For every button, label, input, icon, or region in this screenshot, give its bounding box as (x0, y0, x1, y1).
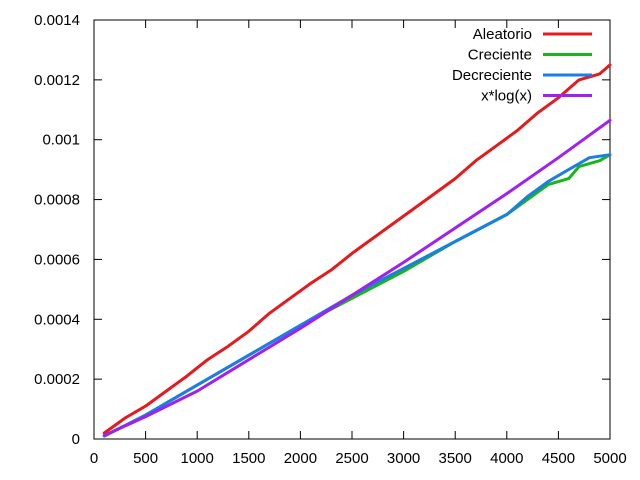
x-tick-label: 2500 (335, 450, 368, 467)
y-tick-label: 0.0002 (34, 371, 80, 388)
x-tick-label: 1500 (232, 450, 265, 467)
series-lines (102, 63, 612, 438)
x-tick-label: 5000 (593, 450, 626, 467)
plot-frame (93, 19, 611, 440)
x-tick-label: 500 (133, 450, 158, 467)
y-tick-label: 0.0012 (34, 72, 80, 89)
y-tick-label: 0.001 (42, 132, 80, 149)
x-tick-label: 1000 (181, 450, 214, 467)
x-tick-label: 4500 (542, 450, 575, 467)
legend-label: Decreciente (452, 67, 532, 84)
axis-ticks: 0 500 1000 1500 2000 2500 3000 3500 4000 4500 5000… (34, 12, 627, 467)
legend-label: Creciente (468, 47, 532, 64)
series-line-0 (102, 63, 612, 435)
y-tick-label: 0.0014 (34, 12, 80, 29)
legend: Aleatorio Creciente Decreciente x*log(x) (452, 26, 592, 105)
series-line-2 (102, 153, 612, 438)
y-tick-label: 0.0008 (34, 192, 80, 209)
x-tick-label: 2000 (284, 450, 317, 467)
series-line-3 (102, 118, 612, 437)
x-tick-label: 3000 (387, 450, 420, 467)
y-tick-label: 0.0006 (34, 251, 80, 268)
y-tick-label: 0 (72, 431, 80, 448)
x-tick-label: 3500 (439, 450, 472, 467)
legend-label: x*log(x) (481, 88, 532, 105)
x-tick-label: 0 (90, 450, 98, 467)
x-tick-label: 4000 (490, 450, 523, 467)
legend-label: Aleatorio (473, 26, 532, 43)
y-tick-label: 0.0004 (34, 311, 80, 328)
